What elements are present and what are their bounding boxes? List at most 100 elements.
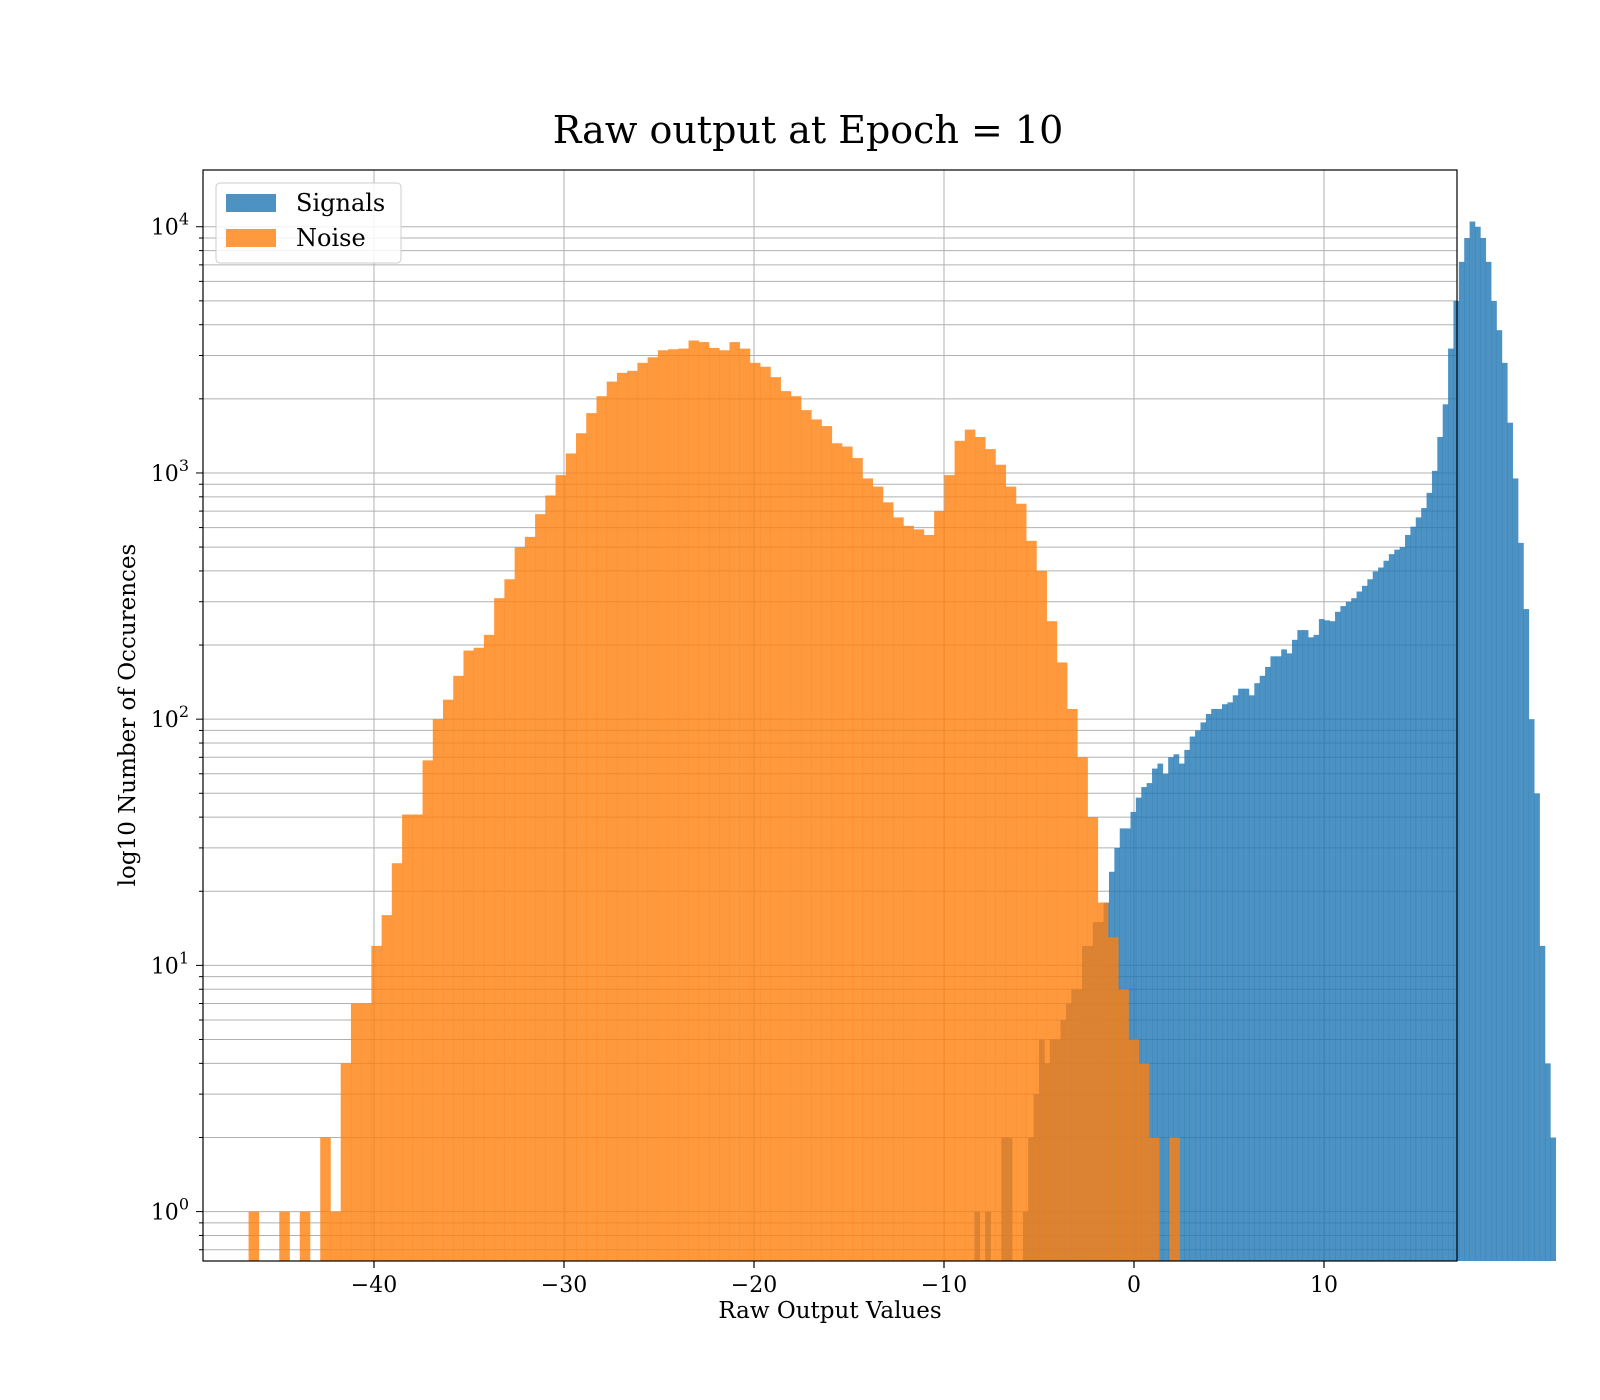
noise-bar bbox=[801, 410, 812, 1261]
noise-bar bbox=[749, 362, 761, 1261]
noise-bar bbox=[1046, 621, 1058, 1261]
signals-bar bbox=[1211, 708, 1217, 1261]
signals-bar bbox=[1480, 238, 1487, 1261]
noise-bar bbox=[1026, 540, 1037, 1261]
signals-bar bbox=[1313, 634, 1320, 1261]
noise-bar bbox=[545, 495, 556, 1262]
noise-bar bbox=[586, 413, 597, 1262]
signals-bar bbox=[1453, 300, 1460, 1262]
signals-bar bbox=[1265, 666, 1271, 1261]
signals-bar bbox=[1512, 478, 1519, 1262]
noise-bar bbox=[985, 449, 996, 1262]
signals-bar bbox=[1324, 620, 1330, 1261]
signals-bar bbox=[1431, 470, 1438, 1261]
noise-bar bbox=[709, 347, 720, 1262]
noise-bar bbox=[842, 446, 853, 1262]
signals-bar bbox=[1135, 797, 1142, 1261]
noise-bar bbox=[964, 429, 976, 1261]
signals-bar bbox=[1130, 811, 1137, 1261]
noise-bar bbox=[688, 340, 700, 1261]
signals-bar bbox=[1464, 238, 1470, 1261]
noise-bar bbox=[862, 478, 874, 1262]
noise-bar bbox=[535, 514, 546, 1261]
noise-bar bbox=[340, 1063, 352, 1261]
noise-bar bbox=[811, 419, 822, 1261]
signals-bar bbox=[1496, 330, 1503, 1262]
noise-bar bbox=[432, 719, 444, 1261]
noise-bar bbox=[954, 440, 966, 1261]
noise-bar bbox=[453, 675, 464, 1261]
signals-bar bbox=[1485, 261, 1492, 1261]
signals-bar bbox=[1534, 793, 1540, 1261]
noise-bar bbox=[821, 426, 833, 1262]
noise-bar bbox=[606, 381, 618, 1262]
signals-bar bbox=[1474, 226, 1481, 1261]
noise-bar bbox=[616, 372, 628, 1262]
signals-bar bbox=[1157, 763, 1164, 1261]
signals-bar bbox=[1205, 713, 1212, 1261]
signals-bar bbox=[1405, 534, 1411, 1261]
noise-bar bbox=[1087, 817, 1099, 1261]
signals-bar bbox=[1178, 763, 1185, 1261]
x-tick-label: −30 bbox=[541, 1273, 587, 1298]
noise-bar bbox=[299, 1211, 311, 1261]
signals-bar bbox=[1162, 773, 1169, 1261]
legend-swatch-signals bbox=[226, 194, 276, 212]
signals-bar bbox=[1281, 649, 1287, 1261]
signals-bar bbox=[1189, 736, 1196, 1261]
signals-bar bbox=[1550, 1137, 1557, 1261]
noise-bar bbox=[790, 396, 802, 1261]
noise-bar bbox=[565, 453, 577, 1261]
signals-bar bbox=[1248, 695, 1255, 1261]
noise-bar bbox=[361, 1003, 372, 1261]
noise-bar bbox=[473, 647, 485, 1261]
noise-bar bbox=[371, 945, 382, 1261]
noise-bar bbox=[729, 342, 741, 1261]
noise-bar bbox=[1015, 503, 1027, 1261]
signals-bar bbox=[1421, 508, 1427, 1261]
signals-bar bbox=[1528, 719, 1535, 1261]
noise-bar bbox=[780, 391, 792, 1262]
noise-bar bbox=[637, 362, 648, 1261]
noise-bar bbox=[596, 396, 608, 1261]
noise-bar bbox=[903, 525, 914, 1261]
noise-bar bbox=[494, 598, 505, 1261]
noise-bar bbox=[576, 433, 587, 1261]
noise-bar bbox=[320, 1137, 331, 1261]
plot-frame bbox=[202, 169, 1458, 1262]
noise-bar bbox=[739, 348, 751, 1261]
signals-bar bbox=[1442, 404, 1449, 1261]
noise-bar bbox=[1067, 708, 1078, 1261]
noise-bar bbox=[770, 377, 781, 1261]
noise-bar bbox=[279, 1211, 290, 1261]
y-tick-label: 104 bbox=[151, 210, 189, 241]
signals-bar bbox=[1544, 1063, 1551, 1261]
noise-bar bbox=[483, 634, 495, 1261]
signals-bar bbox=[1173, 754, 1180, 1261]
legend: Signals Noise bbox=[215, 182, 402, 264]
noise-bar bbox=[402, 814, 413, 1261]
signals-bar bbox=[1351, 598, 1357, 1261]
noise-bar bbox=[913, 529, 925, 1261]
signals-bar bbox=[1195, 730, 1201, 1261]
x-tick-label: 0 bbox=[1127, 1273, 1141, 1298]
signals-bar bbox=[1491, 300, 1497, 1262]
noise-bar bbox=[1118, 989, 1129, 1261]
noise-bar bbox=[1097, 902, 1109, 1261]
y-tick-label: 103 bbox=[151, 456, 189, 487]
signals-bar bbox=[1383, 560, 1390, 1261]
signals-bar bbox=[1297, 630, 1304, 1261]
noise-bar bbox=[893, 517, 904, 1261]
signals-bar bbox=[1523, 609, 1530, 1261]
noise-bar bbox=[524, 536, 536, 1261]
signals-bar bbox=[1329, 621, 1336, 1261]
noise-bar bbox=[248, 1211, 260, 1261]
x-tick-label: 10 bbox=[1310, 1273, 1338, 1298]
noise-bar bbox=[627, 370, 638, 1261]
noise-bar bbox=[1005, 486, 1017, 1261]
signals-bar bbox=[1437, 436, 1443, 1262]
noise-bar bbox=[647, 357, 659, 1261]
y-tick-label: 100 bbox=[151, 1195, 189, 1226]
y-tick-label: 101 bbox=[151, 948, 189, 979]
noise-bar bbox=[1056, 662, 1068, 1261]
